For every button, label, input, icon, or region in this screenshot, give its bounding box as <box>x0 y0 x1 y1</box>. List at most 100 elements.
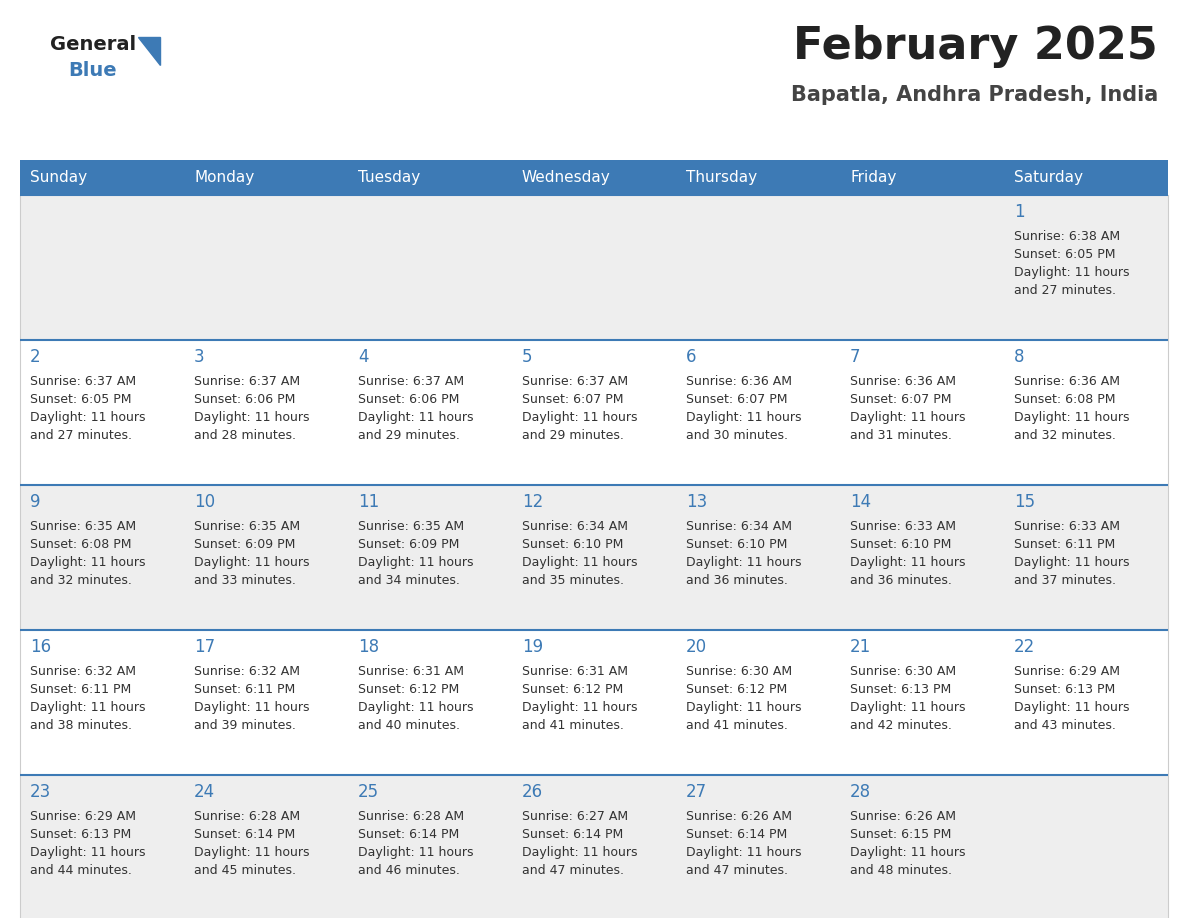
Text: Sunrise: 6:38 AM
Sunset: 6:05 PM
Daylight: 11 hours
and 27 minutes.: Sunrise: 6:38 AM Sunset: 6:05 PM Dayligh… <box>1015 230 1130 297</box>
FancyBboxPatch shape <box>348 160 512 195</box>
Text: 19: 19 <box>522 638 543 656</box>
Text: Sunday: Sunday <box>30 170 87 185</box>
Text: Sunrise: 6:30 AM
Sunset: 6:12 PM
Daylight: 11 hours
and 41 minutes.: Sunrise: 6:30 AM Sunset: 6:12 PM Dayligh… <box>685 665 802 732</box>
Text: Sunrise: 6:35 AM
Sunset: 6:09 PM
Daylight: 11 hours
and 33 minutes.: Sunrise: 6:35 AM Sunset: 6:09 PM Dayligh… <box>194 520 310 587</box>
Text: Sunrise: 6:27 AM
Sunset: 6:14 PM
Daylight: 11 hours
and 47 minutes.: Sunrise: 6:27 AM Sunset: 6:14 PM Dayligh… <box>522 810 638 877</box>
FancyBboxPatch shape <box>184 485 348 630</box>
Text: Wednesday: Wednesday <box>522 170 611 185</box>
Text: February 2025: February 2025 <box>794 25 1158 68</box>
FancyBboxPatch shape <box>512 485 676 630</box>
FancyBboxPatch shape <box>840 775 1004 918</box>
Text: Monday: Monday <box>194 170 254 185</box>
Text: Sunrise: 6:34 AM
Sunset: 6:10 PM
Daylight: 11 hours
and 35 minutes.: Sunrise: 6:34 AM Sunset: 6:10 PM Dayligh… <box>522 520 638 587</box>
Text: 20: 20 <box>685 638 707 656</box>
FancyBboxPatch shape <box>512 195 676 340</box>
FancyBboxPatch shape <box>184 160 348 195</box>
FancyBboxPatch shape <box>184 630 348 775</box>
FancyBboxPatch shape <box>1004 485 1168 630</box>
FancyBboxPatch shape <box>676 340 840 485</box>
Text: Sunrise: 6:35 AM
Sunset: 6:09 PM
Daylight: 11 hours
and 34 minutes.: Sunrise: 6:35 AM Sunset: 6:09 PM Dayligh… <box>358 520 474 587</box>
Polygon shape <box>138 37 160 65</box>
Text: Friday: Friday <box>849 170 897 185</box>
FancyBboxPatch shape <box>840 195 1004 340</box>
Text: Sunrise: 6:33 AM
Sunset: 6:10 PM
Daylight: 11 hours
and 36 minutes.: Sunrise: 6:33 AM Sunset: 6:10 PM Dayligh… <box>849 520 966 587</box>
Text: Sunrise: 6:33 AM
Sunset: 6:11 PM
Daylight: 11 hours
and 37 minutes.: Sunrise: 6:33 AM Sunset: 6:11 PM Dayligh… <box>1015 520 1130 587</box>
Text: 28: 28 <box>849 783 871 801</box>
Text: 9: 9 <box>30 493 40 511</box>
FancyBboxPatch shape <box>1004 195 1168 340</box>
FancyBboxPatch shape <box>512 160 676 195</box>
Text: Sunrise: 6:36 AM
Sunset: 6:08 PM
Daylight: 11 hours
and 32 minutes.: Sunrise: 6:36 AM Sunset: 6:08 PM Dayligh… <box>1015 375 1130 442</box>
Text: 17: 17 <box>194 638 215 656</box>
FancyBboxPatch shape <box>676 485 840 630</box>
Text: Sunrise: 6:31 AM
Sunset: 6:12 PM
Daylight: 11 hours
and 40 minutes.: Sunrise: 6:31 AM Sunset: 6:12 PM Dayligh… <box>358 665 474 732</box>
Text: 12: 12 <box>522 493 543 511</box>
Text: Sunrise: 6:30 AM
Sunset: 6:13 PM
Daylight: 11 hours
and 42 minutes.: Sunrise: 6:30 AM Sunset: 6:13 PM Dayligh… <box>849 665 966 732</box>
Text: Tuesday: Tuesday <box>358 170 421 185</box>
Text: Sunrise: 6:37 AM
Sunset: 6:06 PM
Daylight: 11 hours
and 28 minutes.: Sunrise: 6:37 AM Sunset: 6:06 PM Dayligh… <box>194 375 310 442</box>
Text: 6: 6 <box>685 348 696 366</box>
Text: Sunrise: 6:37 AM
Sunset: 6:05 PM
Daylight: 11 hours
and 27 minutes.: Sunrise: 6:37 AM Sunset: 6:05 PM Dayligh… <box>30 375 145 442</box>
Text: Sunrise: 6:26 AM
Sunset: 6:14 PM
Daylight: 11 hours
and 47 minutes.: Sunrise: 6:26 AM Sunset: 6:14 PM Dayligh… <box>685 810 802 877</box>
Text: 14: 14 <box>849 493 871 511</box>
FancyBboxPatch shape <box>840 160 1004 195</box>
FancyBboxPatch shape <box>1004 775 1168 918</box>
FancyBboxPatch shape <box>20 485 184 630</box>
Text: Sunrise: 6:28 AM
Sunset: 6:14 PM
Daylight: 11 hours
and 46 minutes.: Sunrise: 6:28 AM Sunset: 6:14 PM Dayligh… <box>358 810 474 877</box>
Text: General: General <box>50 35 137 54</box>
Text: 27: 27 <box>685 783 707 801</box>
Text: 26: 26 <box>522 783 543 801</box>
FancyBboxPatch shape <box>676 160 840 195</box>
FancyBboxPatch shape <box>840 340 1004 485</box>
FancyBboxPatch shape <box>512 775 676 918</box>
FancyBboxPatch shape <box>20 195 184 340</box>
Text: 4: 4 <box>358 348 368 366</box>
Text: Sunrise: 6:29 AM
Sunset: 6:13 PM
Daylight: 11 hours
and 43 minutes.: Sunrise: 6:29 AM Sunset: 6:13 PM Dayligh… <box>1015 665 1130 732</box>
Text: 16: 16 <box>30 638 51 656</box>
Text: 18: 18 <box>358 638 379 656</box>
FancyBboxPatch shape <box>348 195 512 340</box>
Text: Sunrise: 6:29 AM
Sunset: 6:13 PM
Daylight: 11 hours
and 44 minutes.: Sunrise: 6:29 AM Sunset: 6:13 PM Dayligh… <box>30 810 145 877</box>
FancyBboxPatch shape <box>20 160 184 195</box>
Text: Bapatla, Andhra Pradesh, India: Bapatla, Andhra Pradesh, India <box>791 85 1158 105</box>
Text: 3: 3 <box>194 348 204 366</box>
Text: 23: 23 <box>30 783 51 801</box>
FancyBboxPatch shape <box>1004 160 1168 195</box>
FancyBboxPatch shape <box>676 775 840 918</box>
Text: 22: 22 <box>1015 638 1035 656</box>
FancyBboxPatch shape <box>840 630 1004 775</box>
FancyBboxPatch shape <box>1004 340 1168 485</box>
Text: Sunrise: 6:32 AM
Sunset: 6:11 PM
Daylight: 11 hours
and 38 minutes.: Sunrise: 6:32 AM Sunset: 6:11 PM Dayligh… <box>30 665 145 732</box>
Text: 5: 5 <box>522 348 532 366</box>
Text: Sunrise: 6:28 AM
Sunset: 6:14 PM
Daylight: 11 hours
and 45 minutes.: Sunrise: 6:28 AM Sunset: 6:14 PM Dayligh… <box>194 810 310 877</box>
FancyBboxPatch shape <box>512 340 676 485</box>
FancyBboxPatch shape <box>184 195 348 340</box>
Text: 24: 24 <box>194 783 215 801</box>
FancyBboxPatch shape <box>348 485 512 630</box>
Text: Thursday: Thursday <box>685 170 757 185</box>
Text: 2: 2 <box>30 348 40 366</box>
FancyBboxPatch shape <box>20 775 184 918</box>
Text: Sunrise: 6:36 AM
Sunset: 6:07 PM
Daylight: 11 hours
and 30 minutes.: Sunrise: 6:36 AM Sunset: 6:07 PM Dayligh… <box>685 375 802 442</box>
Text: Sunrise: 6:37 AM
Sunset: 6:06 PM
Daylight: 11 hours
and 29 minutes.: Sunrise: 6:37 AM Sunset: 6:06 PM Dayligh… <box>358 375 474 442</box>
Text: 15: 15 <box>1015 493 1035 511</box>
Text: Sunrise: 6:32 AM
Sunset: 6:11 PM
Daylight: 11 hours
and 39 minutes.: Sunrise: 6:32 AM Sunset: 6:11 PM Dayligh… <box>194 665 310 732</box>
Text: Sunrise: 6:35 AM
Sunset: 6:08 PM
Daylight: 11 hours
and 32 minutes.: Sunrise: 6:35 AM Sunset: 6:08 PM Dayligh… <box>30 520 145 587</box>
Text: 11: 11 <box>358 493 379 511</box>
Text: 13: 13 <box>685 493 707 511</box>
FancyBboxPatch shape <box>348 340 512 485</box>
FancyBboxPatch shape <box>348 775 512 918</box>
FancyBboxPatch shape <box>184 340 348 485</box>
FancyBboxPatch shape <box>348 630 512 775</box>
Text: Sunrise: 6:26 AM
Sunset: 6:15 PM
Daylight: 11 hours
and 48 minutes.: Sunrise: 6:26 AM Sunset: 6:15 PM Dayligh… <box>849 810 966 877</box>
Text: 25: 25 <box>358 783 379 801</box>
Text: 1: 1 <box>1015 203 1024 221</box>
FancyBboxPatch shape <box>20 340 184 485</box>
Text: 10: 10 <box>194 493 215 511</box>
FancyBboxPatch shape <box>512 630 676 775</box>
Text: Sunrise: 6:37 AM
Sunset: 6:07 PM
Daylight: 11 hours
and 29 minutes.: Sunrise: 6:37 AM Sunset: 6:07 PM Dayligh… <box>522 375 638 442</box>
Text: Saturday: Saturday <box>1015 170 1083 185</box>
Text: 8: 8 <box>1015 348 1024 366</box>
FancyBboxPatch shape <box>1004 630 1168 775</box>
FancyBboxPatch shape <box>676 630 840 775</box>
